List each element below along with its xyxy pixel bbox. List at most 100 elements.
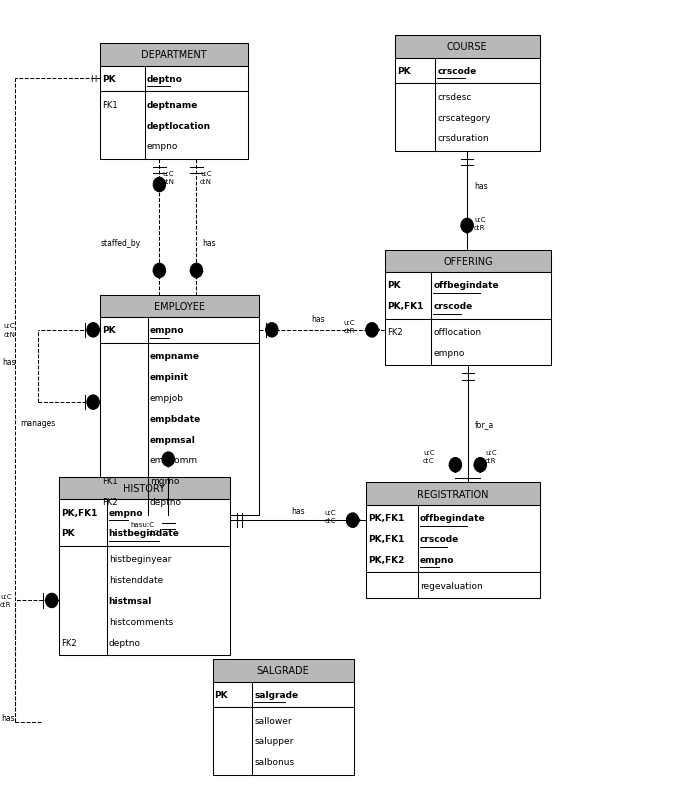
Text: empbdate: empbdate <box>150 414 201 423</box>
Text: d:N: d:N <box>3 331 15 338</box>
Circle shape <box>449 458 462 472</box>
Bar <box>366 483 540 505</box>
Text: PK: PK <box>102 75 116 84</box>
Text: mgrno: mgrno <box>150 476 179 486</box>
Text: deptno: deptno <box>108 638 141 647</box>
Circle shape <box>153 178 166 192</box>
Text: PK: PK <box>397 67 411 76</box>
Text: u:C: u:C <box>344 319 355 326</box>
Text: FK2: FK2 <box>102 497 118 507</box>
Text: FK1: FK1 <box>102 100 118 110</box>
Text: histcomments: histcomments <box>108 617 173 626</box>
Text: deptno: deptno <box>150 497 181 507</box>
Circle shape <box>474 458 486 472</box>
Text: HISTORY: HISTORY <box>124 484 165 493</box>
Text: histenddate: histenddate <box>108 575 163 585</box>
Text: staffed_by: staffed_by <box>101 238 141 248</box>
Circle shape <box>266 323 278 338</box>
Text: has: has <box>474 182 488 191</box>
Text: u:C: u:C <box>163 171 175 177</box>
Bar <box>213 682 354 707</box>
Text: FK2: FK2 <box>61 638 77 647</box>
Text: u:C: u:C <box>474 217 486 223</box>
Text: d:R: d:R <box>344 327 355 334</box>
Text: d:C: d:C <box>148 529 159 536</box>
Text: salgrade: salgrade <box>254 690 298 699</box>
Text: has: has <box>2 358 16 367</box>
Bar <box>366 573 540 598</box>
Circle shape <box>366 323 378 338</box>
Text: crscode: crscode <box>437 67 477 76</box>
Text: u:C: u:C <box>423 449 435 456</box>
Bar <box>59 546 230 655</box>
Text: manages: manages <box>21 418 56 427</box>
Circle shape <box>461 219 473 233</box>
Text: DEPARTMENT: DEPARTMENT <box>141 51 207 60</box>
Text: FK2: FK2 <box>387 327 403 337</box>
Bar <box>213 659 354 682</box>
Bar <box>385 273 551 319</box>
Text: histmsal: histmsal <box>108 596 152 606</box>
Text: has: has <box>312 314 325 324</box>
Text: has: has <box>202 238 215 248</box>
Text: PK,FK1: PK,FK1 <box>61 508 97 517</box>
Text: PK,FK1: PK,FK1 <box>368 534 404 544</box>
Text: deptlocation: deptlocation <box>146 121 210 131</box>
Circle shape <box>190 264 203 278</box>
Text: u:C: u:C <box>200 171 212 177</box>
Circle shape <box>346 513 359 528</box>
Circle shape <box>87 323 99 338</box>
Text: PK: PK <box>215 690 228 699</box>
Text: empmsal: empmsal <box>150 435 195 444</box>
Text: deptno: deptno <box>146 75 182 84</box>
Text: for_a: for_a <box>475 419 494 429</box>
Text: empinit: empinit <box>150 372 189 382</box>
Text: PK: PK <box>102 326 116 335</box>
Text: d:C: d:C <box>423 457 435 464</box>
Text: crscode: crscode <box>433 302 473 311</box>
Text: salupper: salupper <box>254 736 293 746</box>
Text: EMPLOYEE: EMPLOYEE <box>154 302 205 311</box>
Text: empno: empno <box>108 508 143 517</box>
Text: empno: empno <box>146 142 178 152</box>
Text: empjob: empjob <box>150 393 184 403</box>
Bar <box>100 295 259 318</box>
Circle shape <box>162 452 175 467</box>
Text: SALGRADE: SALGRADE <box>257 666 310 675</box>
Text: REGISTRATION: REGISTRATION <box>417 489 489 499</box>
Text: regevaluation: regevaluation <box>420 581 483 590</box>
Text: d:N: d:N <box>163 179 175 185</box>
Text: empno: empno <box>433 348 465 358</box>
Text: PK,FK1: PK,FK1 <box>368 513 404 523</box>
Text: offlocation: offlocation <box>433 327 482 337</box>
Text: u:C: u:C <box>0 593 12 599</box>
Text: empno: empno <box>420 555 455 565</box>
Text: OFFERING: OFFERING <box>443 257 493 266</box>
Bar <box>213 707 354 775</box>
Text: d:C: d:C <box>324 517 336 524</box>
Text: has: has <box>291 506 304 516</box>
Text: offbegindate: offbegindate <box>433 281 499 290</box>
Circle shape <box>87 395 99 410</box>
Text: has: has <box>1 713 15 723</box>
Text: crscode: crscode <box>420 534 459 544</box>
Text: COURSE: COURSE <box>447 43 487 52</box>
Bar <box>100 67 248 92</box>
Text: d:R: d:R <box>485 457 497 464</box>
Circle shape <box>153 264 166 278</box>
Bar <box>100 318 259 343</box>
Text: PK: PK <box>387 281 401 290</box>
Bar <box>59 500 230 546</box>
Text: empno: empno <box>150 326 184 335</box>
Bar <box>366 505 540 573</box>
Text: offbegindate: offbegindate <box>420 513 486 523</box>
Text: d:R: d:R <box>0 602 12 608</box>
Text: u:C: u:C <box>485 449 497 456</box>
Text: salbonus: salbonus <box>254 757 295 767</box>
Text: H: H <box>90 75 97 84</box>
Text: u:C: u:C <box>324 509 336 516</box>
Bar <box>385 319 551 366</box>
Text: d:R: d:R <box>474 225 486 231</box>
Bar <box>385 250 551 273</box>
Bar <box>100 343 259 515</box>
